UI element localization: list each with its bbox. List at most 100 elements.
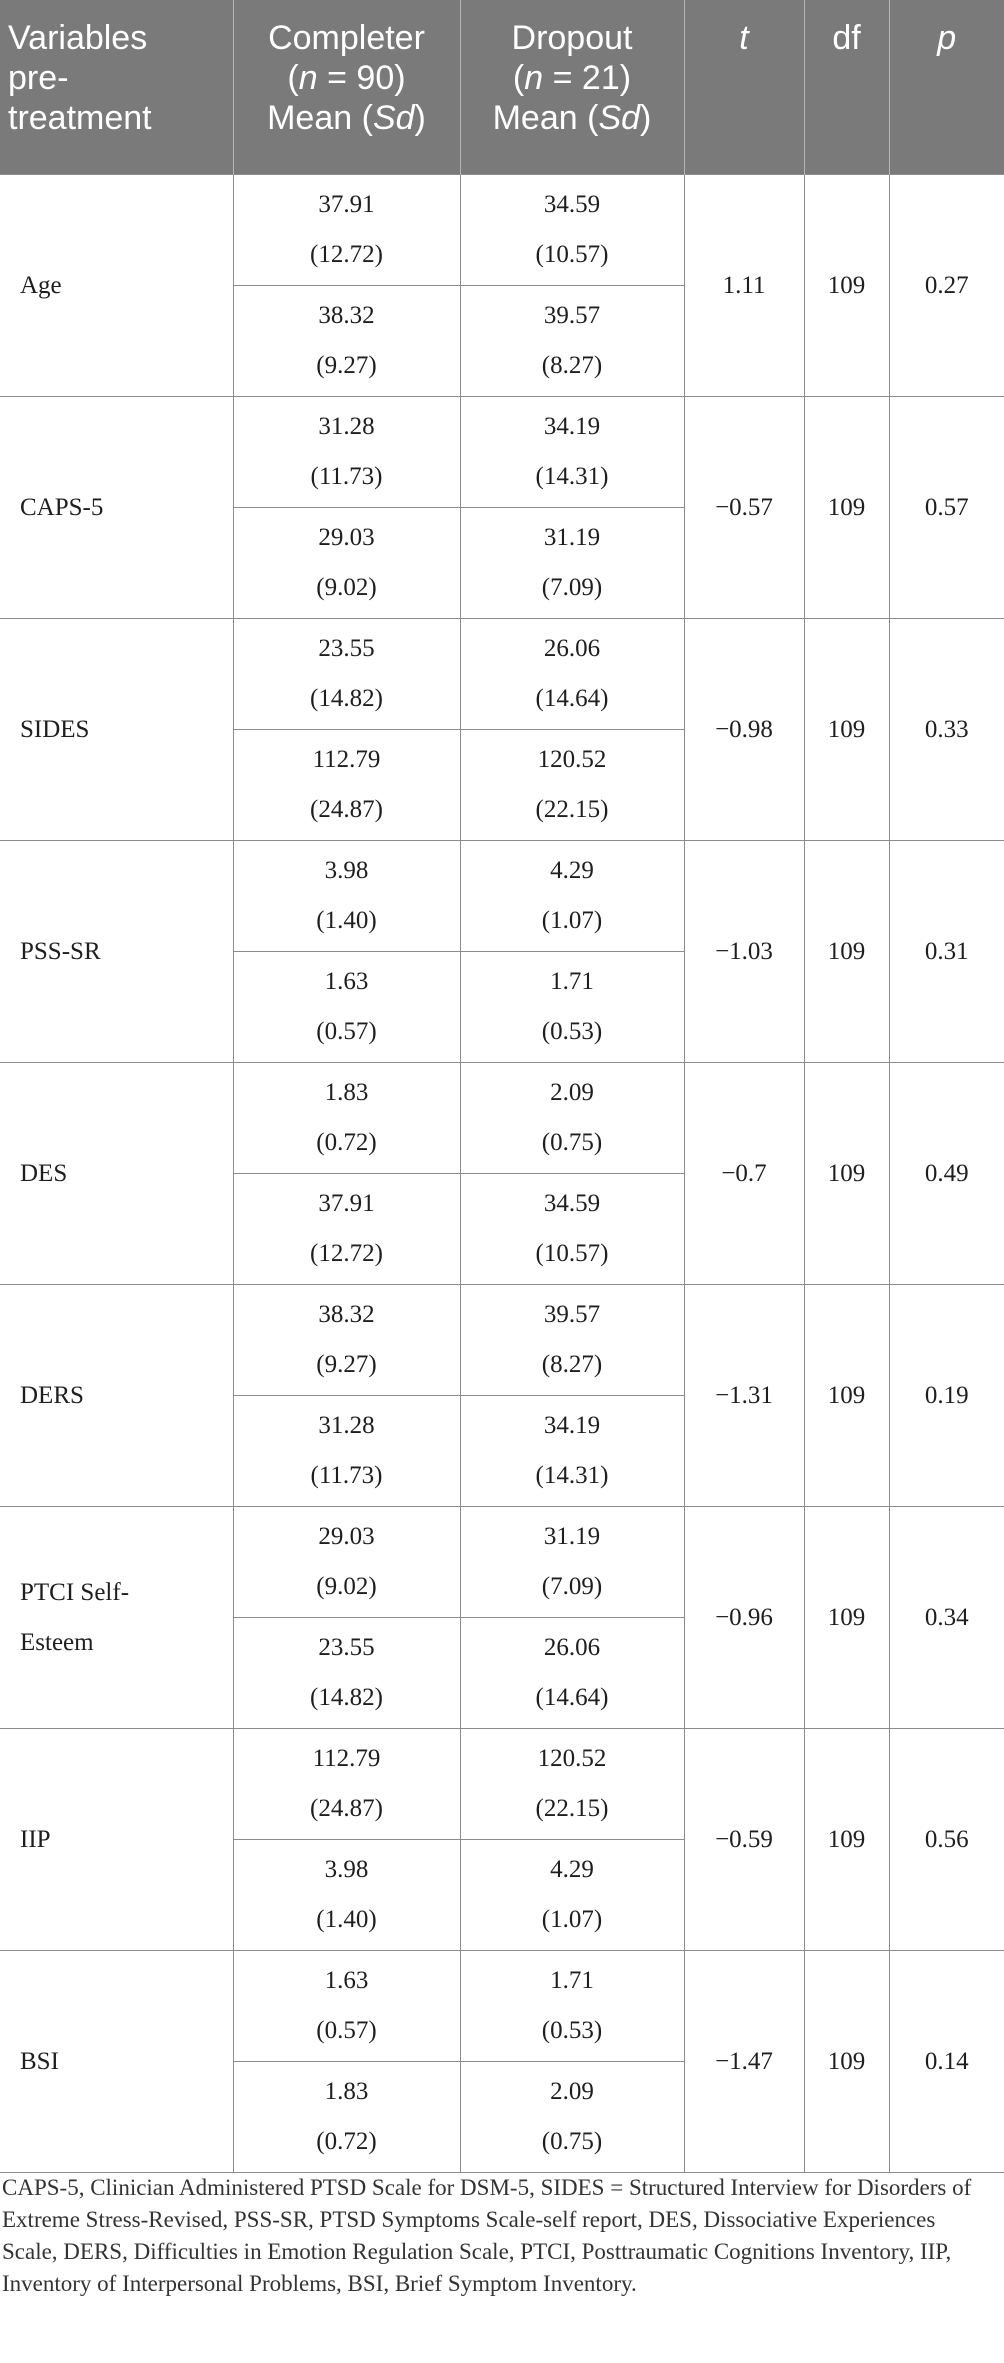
table-header: Variables pre- treatment Completer (n = … bbox=[0, 0, 1004, 175]
dropout-sd: (14.64) bbox=[535, 1684, 609, 1711]
table-row-sub: 1.63 (0.57) 1.71 (0.53) bbox=[0, 951, 1004, 1063]
dropout-value-cell: 4.29 (1.07) bbox=[459, 1839, 684, 1951]
header-dropout: Dropout (n = 21) Mean (Sd) bbox=[460, 0, 685, 175]
df-value: 109 bbox=[803, 396, 890, 619]
header-completer-n-value: = 90) bbox=[327, 59, 406, 97]
df-value: 109 bbox=[803, 174, 890, 397]
table-row: DES 1.83 (0.72) 2.09 (0.75) −0.7 109 0.49 bbox=[0, 1062, 1004, 1285]
completer-mean: 1.63 bbox=[324, 1967, 369, 1994]
completer-mean: 31.28 bbox=[318, 1412, 375, 1439]
completer-value-cell: 31.28 (11.73) bbox=[232, 1395, 461, 1507]
dropout-value-cell: 31.19 (7.09) bbox=[459, 1506, 685, 1618]
dropout-value-cell: 1.71 (0.53) bbox=[459, 1950, 685, 2062]
completer-value-cell: 37.91 (12.72) bbox=[232, 1173, 461, 1285]
df-value: 109 bbox=[803, 1284, 890, 1507]
completer-mean: 3.98 bbox=[324, 857, 369, 884]
df-value: 109 bbox=[803, 618, 890, 841]
table-footnote: CAPS-5, Clinician Administered PTSD Scal… bbox=[2, 2175, 972, 2296]
completer-mean: 37.91 bbox=[318, 191, 375, 218]
t-value: −1.47 bbox=[683, 1950, 805, 2173]
completer-sd: (24.87) bbox=[310, 1795, 383, 1822]
completer-value-cell: 29.03 (9.02) bbox=[232, 1506, 461, 1618]
completer-mean: 23.55 bbox=[318, 1634, 375, 1661]
header-dropout-n-value: = 21) bbox=[552, 59, 632, 97]
completer-value-cell: 38.32 (9.27) bbox=[232, 1284, 461, 1396]
dropout-sd: (8.27) bbox=[541, 1351, 603, 1378]
dropout-value-cell: 34.19 (14.31) bbox=[459, 396, 685, 508]
completer-sd: (1.40) bbox=[316, 1906, 377, 1933]
df-value: 109 bbox=[803, 1506, 890, 1729]
dropout-mean: 120.52 bbox=[537, 1745, 607, 1772]
dropout-sd: (14.64) bbox=[535, 685, 609, 712]
completer-mean: 112.79 bbox=[312, 1745, 381, 1772]
dropout-sd: (1.07) bbox=[541, 907, 603, 934]
header-dropout-title: Dropout bbox=[511, 19, 633, 57]
table-row: PTCI Self- Esteem 29.03 (9.02) 31.19 (7.09) −0… bbox=[0, 1506, 1004, 1729]
header-dropout-mean: Mean bbox=[492, 99, 578, 137]
header-completer-title: Completer bbox=[268, 19, 425, 57]
table-row-sub: 23.55 (14.82) 26.06 (14.64) bbox=[0, 1617, 1004, 1729]
dropout-mean: 34.59 bbox=[543, 1190, 601, 1217]
header-row: Variables pre- treatment Completer (n = … bbox=[0, 0, 1004, 175]
p-value: 0.56 bbox=[888, 1728, 1004, 1951]
completer-mean: 31.28 bbox=[318, 413, 375, 440]
p-value: 0.19 bbox=[888, 1284, 1004, 1507]
table-row-sub: 112.79 (24.87) 120.52 (22.15) bbox=[0, 729, 1004, 841]
completer-value-cell: 112.79 (24.87) bbox=[232, 729, 461, 841]
completer-sd: (24.87) bbox=[310, 796, 383, 823]
dropout-sd: (7.09) bbox=[541, 1573, 603, 1600]
variable-name-line: BSI bbox=[20, 2047, 59, 2075]
t-value: −1.31 bbox=[683, 1284, 805, 1507]
completer-value-cell: 1.83 (0.72) bbox=[232, 2061, 461, 2173]
t-value: −0.96 bbox=[683, 1506, 805, 1729]
dropout-sd: (8.27) bbox=[541, 352, 603, 379]
header-p: p bbox=[889, 0, 1004, 175]
dropout-value-cell: 39.57 (8.27) bbox=[459, 285, 684, 397]
dropout-mean: 1.71 bbox=[550, 968, 594, 995]
completer-sd: (0.72) bbox=[316, 1129, 377, 1156]
table-row: SIDES 23.55 (14.82) 26.06 (14.64) −0.98 109 0.3… bbox=[0, 618, 1004, 841]
dropout-mean: 34.59 bbox=[543, 191, 601, 218]
completer-value-cell: 1.63 (0.57) bbox=[232, 951, 461, 1063]
variable-name: Age bbox=[0, 174, 234, 397]
completer-mean: 29.03 bbox=[318, 1523, 375, 1550]
variable-name: BSI bbox=[0, 1950, 234, 2173]
dropout-mean: 34.19 bbox=[543, 413, 601, 440]
df-value: 109 bbox=[803, 840, 890, 1063]
dropout-value-cell: 31.19 (7.09) bbox=[459, 507, 684, 619]
header-dropout-n: (n = 21) bbox=[512, 59, 632, 97]
results-table: Variables pre- treatment Completer (n = … bbox=[0, 0, 1004, 2173]
completer-mean: 37.91 bbox=[318, 1190, 375, 1217]
p-value: 0.33 bbox=[888, 618, 1004, 841]
table-row-sub: 38.32 (9.27) 39.57 (8.27) bbox=[0, 285, 1004, 397]
dropout-mean: 4.29 bbox=[550, 857, 594, 884]
t-value: −0.98 bbox=[683, 618, 805, 841]
completer-mean: 29.03 bbox=[318, 524, 375, 551]
dropout-mean: 31.19 bbox=[543, 524, 601, 551]
header-dropout-sd: Sd bbox=[598, 99, 641, 137]
t-value: −0.57 bbox=[683, 396, 805, 619]
header-completer-stat: Mean (Sd) bbox=[267, 99, 426, 137]
header-completer: Completer (n = 90) Mean (Sd) bbox=[233, 0, 461, 175]
dropout-mean: 34.19 bbox=[543, 1412, 601, 1439]
variable-name-line: Age bbox=[20, 271, 62, 299]
dropout-mean: 2.09 bbox=[550, 2078, 594, 2105]
p-value: 0.57 bbox=[888, 396, 1004, 619]
variable-name-line: PSS-SR bbox=[20, 937, 101, 965]
completer-sd: (14.82) bbox=[310, 685, 383, 712]
header-t: t bbox=[684, 0, 805, 175]
p-value: 0.49 bbox=[888, 1062, 1004, 1285]
variable-name-line: DES bbox=[20, 1159, 68, 1187]
table-row: BSI 1.63 (0.57) 1.71 (0.53) −1.47 109 0.14 bbox=[0, 1950, 1004, 2173]
completer-sd: (0.72) bbox=[316, 2128, 377, 2155]
variable-name-line: IIP bbox=[20, 1825, 51, 1853]
dropout-sd: (0.75) bbox=[541, 1129, 603, 1156]
variable-name-line: SIDES bbox=[20, 715, 90, 743]
t-value: 1.11 bbox=[683, 174, 805, 397]
completer-sd: (12.72) bbox=[310, 241, 383, 268]
completer-value-cell: 1.63 (0.57) bbox=[232, 1950, 461, 2062]
header-completer-sd: Sd bbox=[372, 99, 415, 137]
dropout-mean: 39.57 bbox=[543, 302, 601, 329]
header-variables: Variables pre- treatment bbox=[0, 0, 234, 175]
completer-value-cell: 1.83 (0.72) bbox=[232, 1062, 461, 1174]
